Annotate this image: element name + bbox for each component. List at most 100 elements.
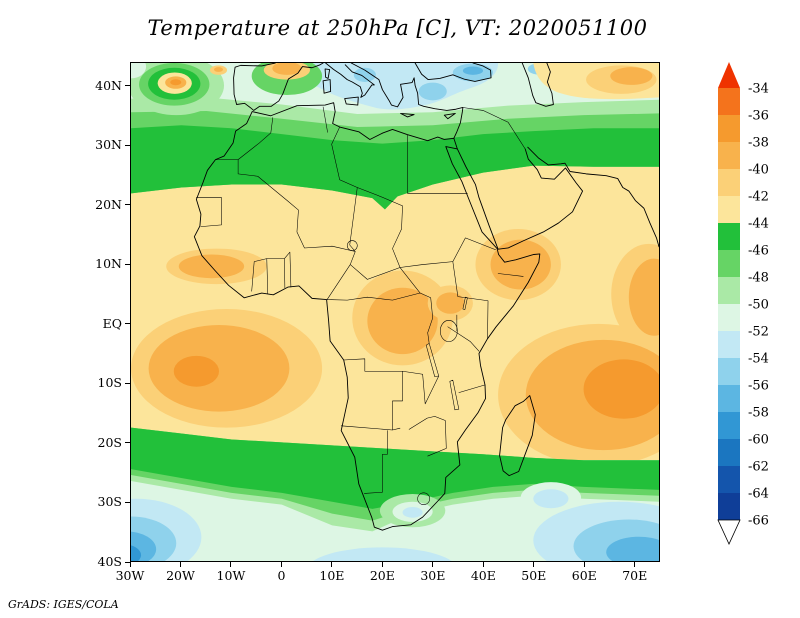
y-tick-label: 10S	[97, 375, 122, 391]
colorbar-label: -64	[748, 487, 769, 502]
coastlines	[194, 63, 659, 530]
x-tick-mark	[129, 562, 131, 567]
x-tick-mark	[179, 562, 181, 567]
colorbar-label: -50	[748, 298, 769, 313]
y-tick-mark	[125, 144, 130, 146]
caspian-coastline	[522, 63, 553, 106]
colorbar-label: -54	[748, 352, 769, 367]
lesotho-border	[418, 493, 430, 505]
lake-turkana	[463, 297, 468, 309]
colorbar-label: -38	[748, 136, 769, 151]
y-tick-mark	[125, 85, 130, 87]
colorbar: -34 -36 -38 -40 -42 -44 -46 -48 -50 -52 -54 -56 -58 -…	[717, 62, 769, 545]
colorbar-segment	[718, 358, 740, 385]
country-borders	[196, 107, 525, 505]
y-tick-label: EQ	[102, 315, 122, 331]
colorbar-segment	[718, 331, 740, 358]
temperature-field	[131, 63, 659, 561]
colorbar-segment	[718, 277, 740, 304]
lake-victoria	[440, 320, 457, 341]
colorbar-label: -42	[748, 190, 769, 205]
colorbar-segment	[718, 169, 740, 196]
italy-coastline	[323, 63, 374, 105]
iberia-coastline	[234, 63, 324, 110]
x-tick-label: 30W	[115, 568, 145, 583]
y-tick-label: 30S	[97, 494, 122, 510]
y-tick-mark	[125, 204, 130, 206]
colorbar-segment	[718, 412, 740, 439]
colorbar-label: -36	[748, 109, 769, 124]
colorbar-label: -48	[748, 271, 769, 286]
chart-title: Temperature at 250hPa [C], VT: 202005110…	[147, 16, 648, 40]
colorbar-segment	[718, 223, 740, 250]
x-tick-mark	[583, 562, 585, 567]
lakes	[347, 241, 467, 410]
x-tick-label: 10E	[319, 568, 345, 583]
x-tick-label: 10W	[216, 568, 246, 583]
colorbar-label: -56	[748, 379, 769, 394]
arabia-iran-coastline	[457, 147, 659, 249]
colorbar-label: -34	[748, 82, 769, 97]
x-tick-label: 50E	[521, 568, 547, 583]
colorbar-label: -58	[748, 406, 769, 421]
y-tick-label: 30N	[95, 137, 122, 153]
x-tick-label: 20E	[369, 568, 395, 583]
colorbar-label: -66	[748, 514, 769, 529]
lake-chad	[347, 241, 357, 251]
x-tick-mark	[280, 562, 282, 567]
colorbar-label: -40	[748, 163, 769, 178]
x-tick-mark	[432, 562, 434, 567]
y-tick-mark	[125, 263, 130, 265]
y-tick-mark	[125, 501, 130, 503]
lake-malawi	[450, 380, 459, 410]
x-tick-label: 0	[277, 568, 286, 583]
y-tick-label: 20N	[95, 196, 122, 212]
colorbar-label: -46	[748, 244, 769, 259]
x-tick-mark	[331, 562, 333, 567]
x-tick-mark	[230, 562, 232, 567]
madagascar-coastline	[500, 396, 536, 476]
x-tick-label: 40E	[470, 568, 496, 583]
x-tick-label: 60E	[571, 568, 597, 583]
x-tick-mark	[533, 562, 535, 567]
africa-political-borders	[196, 107, 525, 494]
colorbar-cap-bottom	[717, 519, 741, 545]
africa-temperature-map	[131, 63, 659, 561]
x-tick-label: 30E	[420, 568, 446, 583]
y-tick-mark	[125, 442, 130, 444]
y-tick-label: 40N	[95, 77, 122, 93]
balkans-turkey-coastline	[351, 63, 463, 138]
x-tick-mark	[482, 562, 484, 567]
x-tick-label: 70E	[622, 568, 648, 583]
colorbar-label: -44	[748, 217, 769, 232]
x-tick-label: 20W	[166, 568, 195, 583]
colorbar-segment	[718, 196, 740, 223]
colorbar-segment	[718, 493, 740, 520]
black-sea-coastline	[415, 63, 491, 81]
grads-credit: GrADS: IGES/COLA	[8, 598, 119, 611]
y-tick-label: 20S	[97, 434, 122, 450]
colorbar-cap-top	[718, 62, 740, 88]
x-tick-mark	[634, 562, 636, 567]
colorbar-segment	[718, 142, 740, 169]
y-tick-mark	[125, 323, 130, 325]
map-plot-area	[130, 62, 660, 562]
colorbar-segment	[718, 115, 740, 142]
colorbar-segment	[718, 304, 740, 331]
y-tick-mark	[125, 561, 130, 563]
africa-coastline	[194, 103, 539, 530]
colorbar-segment	[718, 250, 740, 277]
lake-tanganyika	[426, 343, 439, 376]
y-tick-label: 10N	[95, 256, 122, 272]
y-tick-mark	[125, 382, 130, 384]
colorbar-segment	[718, 88, 740, 115]
colorbar-segment	[718, 385, 740, 412]
colorbar-segment	[718, 439, 740, 466]
x-tick-mark	[381, 562, 383, 567]
colorbar-label: -52	[748, 325, 769, 340]
y-tick-label: 40S	[97, 554, 122, 569]
colorbar-label: -62	[748, 460, 769, 475]
colorbar-segment	[718, 466, 740, 493]
colorbar-label: -60	[748, 433, 769, 448]
